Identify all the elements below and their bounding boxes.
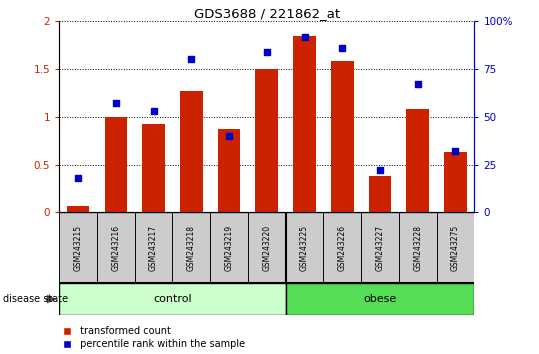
- Text: GSM243219: GSM243219: [225, 225, 233, 271]
- Point: [262, 49, 271, 55]
- Bar: [255, 69, 278, 212]
- Bar: [59, 283, 286, 315]
- Bar: [323, 212, 361, 283]
- Text: GSM243220: GSM243220: [262, 225, 271, 271]
- Bar: [59, 212, 97, 283]
- Point: [338, 45, 347, 51]
- Bar: [248, 212, 286, 283]
- Point: [451, 148, 460, 154]
- Bar: [399, 212, 437, 283]
- Bar: [286, 212, 323, 283]
- Text: GSM243227: GSM243227: [376, 225, 384, 271]
- Bar: [361, 212, 399, 283]
- Point: [376, 167, 384, 173]
- Text: GSM243225: GSM243225: [300, 225, 309, 271]
- Text: GSM243228: GSM243228: [413, 225, 422, 271]
- Bar: [210, 212, 248, 283]
- Text: GSM243217: GSM243217: [149, 225, 158, 271]
- Bar: [172, 212, 210, 283]
- Text: GSM243226: GSM243226: [338, 225, 347, 271]
- Text: GSM243275: GSM243275: [451, 225, 460, 271]
- Text: GSM243216: GSM243216: [112, 225, 120, 271]
- Text: GSM243218: GSM243218: [187, 225, 196, 271]
- Bar: [67, 206, 89, 212]
- Bar: [286, 283, 474, 315]
- Text: control: control: [153, 294, 192, 304]
- Bar: [369, 176, 391, 212]
- Bar: [142, 125, 165, 212]
- Point: [149, 108, 158, 114]
- Point: [225, 133, 233, 139]
- Bar: [437, 212, 474, 283]
- Bar: [331, 61, 354, 212]
- Bar: [406, 109, 429, 212]
- Text: GSM243215: GSM243215: [74, 225, 82, 271]
- Bar: [105, 117, 127, 212]
- Point: [187, 57, 196, 62]
- Legend:  transformed count,  percentile rank within the sample: transformed count, percentile rank withi…: [64, 326, 245, 349]
- Point: [74, 175, 82, 181]
- Bar: [293, 36, 316, 212]
- Point: [413, 81, 422, 87]
- Text: obese: obese: [363, 294, 397, 304]
- Point: [300, 34, 309, 39]
- Bar: [135, 212, 172, 283]
- Bar: [180, 91, 203, 212]
- Bar: [97, 212, 135, 283]
- Bar: [444, 152, 467, 212]
- Text: disease state: disease state: [3, 294, 68, 304]
- Point: [112, 101, 120, 106]
- Bar: [218, 129, 240, 212]
- Title: GDS3688 / 221862_at: GDS3688 / 221862_at: [194, 7, 340, 20]
